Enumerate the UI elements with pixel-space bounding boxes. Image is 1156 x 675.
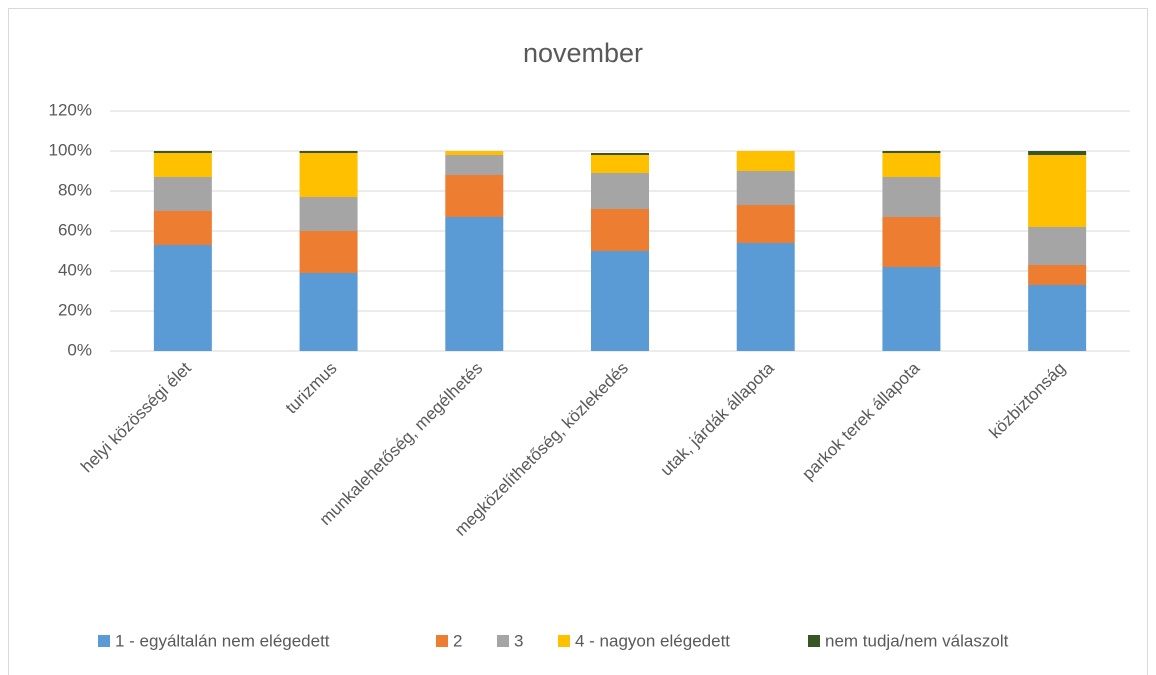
bar-segment [445,151,504,155]
y-tick-label: 60% [58,220,92,239]
bar-segment [445,175,504,217]
legend-label: 2 [453,631,462,650]
bar-segment [1028,155,1087,227]
legend-swatch [558,635,570,647]
bar-segment [882,153,941,177]
bar-segment [736,243,795,351]
legend-label: 1 - egyáltalán nem elégedett [115,631,330,650]
bar-segment [299,153,358,197]
bar-segment [153,177,212,211]
bar-segment [736,151,795,171]
bar-segment [299,151,358,153]
bar-segment [1028,285,1087,351]
bar-segment [445,217,504,351]
bar-segment [882,151,941,153]
y-tick-label: 80% [58,180,92,199]
chart-title: november [523,38,643,68]
y-tick-label: 100% [49,140,92,159]
bar-segment [591,173,649,209]
bar-segment [1028,227,1087,265]
bar-segment [882,177,941,217]
bar-segment [153,151,212,153]
bar-segment [1028,151,1087,155]
y-tick-label: 120% [49,100,92,119]
bar-segment [153,211,212,245]
bar-segment [1028,265,1087,285]
bar-segment [882,267,941,351]
legend-swatch [98,635,110,647]
bar-segment [591,209,649,251]
legend-swatch [497,635,509,647]
y-tick-label: 40% [58,260,92,279]
bar-segment [736,171,795,205]
bar-segment [445,155,504,175]
bar-segment [299,273,358,351]
y-tick-label: 0% [67,340,92,359]
bar-segment [882,217,941,267]
legend-label: 4 - nagyon elégedett [575,631,730,650]
legend-swatch [808,635,820,647]
bar-segment [591,155,649,173]
bar-segment [299,197,358,231]
y-tick-label: 20% [58,300,92,319]
bar-segment [153,245,212,351]
bar-segment [736,205,795,243]
legend-swatch [436,635,448,647]
bar-segment [591,251,649,351]
legend-label: nem tudja/nem válaszolt [825,631,1009,650]
bar-segment [299,231,358,273]
bar-segment [153,153,212,177]
legend-label: 3 [514,631,523,650]
bar-segment [591,153,649,155]
